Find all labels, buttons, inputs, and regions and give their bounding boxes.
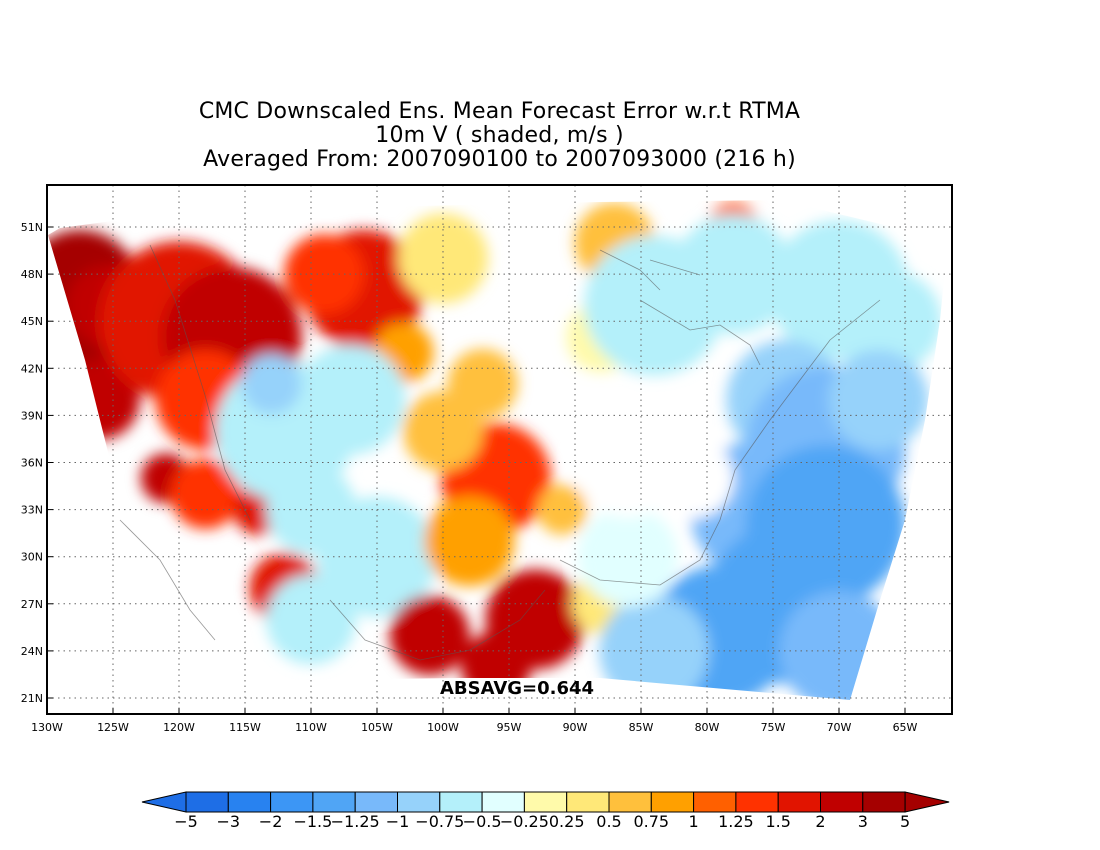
field-patch [398, 213, 488, 304]
colorbar-label: 5 [900, 812, 910, 831]
coastline [149, 244, 251, 521]
title-line-2: 10m V ( shaded, m/s ) [375, 123, 624, 148]
field-patch [653, 438, 734, 519]
colorbar-label: −0.25 [500, 812, 549, 831]
colorbar-swatch [608, 791, 652, 813]
lon-tick-label: 80W [695, 721, 720, 734]
field-patch [841, 271, 942, 372]
lat-tick-label: 21N [21, 692, 43, 705]
colorbar-swatch [650, 791, 695, 813]
field-patch [389, 595, 470, 676]
colorbar-swatch [735, 791, 779, 813]
map-title: CMC Downscaled Ens. Mean Forecast Error … [47, 100, 952, 172]
absavg-annotation: ABSAVG=0.644 [440, 678, 594, 699]
colorbar-swatch [270, 791, 314, 813]
gridlines [47, 185, 952, 714]
lat-tick-label: 27N [21, 598, 43, 611]
colorbar-right-arrow [904, 791, 950, 813]
latitude-axis: 51N 48N 45N 42N 39N 36N 33N 30N 27N 24N 21N [21, 221, 53, 705]
lon-tick-label: 105W [361, 721, 393, 734]
colorbar-label: −0.5 [463, 812, 502, 831]
field-patch [403, 391, 483, 472]
colorbar: −5 −3 −2 −1.5−1.25 −1 −0.75−0.5−0.25 0.25 0.5 0.… [141, 791, 950, 831]
colorbar-label: −1.5 [293, 812, 332, 831]
lon-tick-label: 130W [31, 721, 63, 734]
lon-tick-label: 85W [629, 721, 654, 734]
map-frame [46, 184, 953, 715]
title-line-1: CMC Downscaled Ens. Mean Forecast Error … [198, 99, 801, 124]
colorbar-swatch [397, 791, 441, 813]
colorbar-label: 1 [689, 812, 699, 831]
colorbar-label: 0.5 [596, 812, 621, 831]
longitude-axis: 130W 125W 120W 115W 110W 105W 100W 95W 90W 85W 80W… [31, 708, 918, 734]
coastline [329, 589, 546, 661]
field-patch [241, 354, 302, 414]
title-line-3: Averaged From: 2007090100 to 2007093000 … [203, 147, 796, 172]
colorbar-label: −0.75 [415, 812, 464, 831]
field-patch [284, 234, 365, 315]
coastline [639, 299, 761, 366]
colorbar-label: 0.75 [633, 812, 669, 831]
lat-tick-label: 33N [21, 504, 43, 517]
lat-tick-label: 45N [21, 315, 43, 328]
lon-tick-label: 125W [97, 721, 129, 734]
lat-tick-label: 51N [21, 221, 43, 234]
lon-tick-label: 110W [295, 721, 327, 734]
field-patch [828, 349, 929, 450]
field-patch [673, 214, 794, 335]
lat-tick-label: 39N [21, 409, 43, 422]
colorbar-swatch [862, 791, 906, 813]
lon-tick-label: 115W [229, 721, 261, 734]
colorbar-label: 2 [815, 812, 825, 831]
colorbar-swatch [354, 791, 399, 813]
colorbar-label: 3 [858, 812, 868, 831]
lon-tick-label: 90W [563, 721, 588, 734]
lat-tick-label: 24N [21, 645, 43, 658]
lon-tick-label: 100W [427, 721, 459, 734]
coastline [559, 299, 881, 586]
coastline [119, 519, 216, 641]
field-patch [170, 458, 241, 529]
colorbar-swatch [820, 791, 864, 813]
lon-tick-label: 95W [497, 721, 522, 734]
colorbar-label: −1.25 [331, 812, 380, 831]
colorbar-swatch [566, 791, 610, 813]
field-patch [295, 344, 406, 455]
field-patch [599, 595, 710, 700]
colorbar-label: 0.25 [549, 812, 585, 831]
colorbar-swatch [693, 791, 737, 813]
lon-tick-label: 70W [827, 721, 852, 734]
lat-tick-label: 48N [21, 268, 43, 281]
colorbar-left-arrow [141, 791, 187, 813]
field-patch [424, 496, 515, 586]
lat-tick-label: 42N [21, 362, 43, 375]
colorbar-swatch [185, 791, 229, 813]
field-patch [536, 484, 587, 535]
field-patch [572, 407, 683, 518]
map-field [47, 185, 952, 714]
colorbar-swatch [312, 791, 356, 813]
colorbar-label: 1.25 [718, 812, 754, 831]
coastline [649, 259, 701, 276]
coastline-lines [119, 244, 881, 661]
lon-tick-label: 120W [163, 721, 195, 734]
coastline [599, 249, 661, 291]
colorbar-swatch [439, 791, 483, 813]
colorbar-swatch [227, 791, 272, 813]
colorbar-label: 1.5 [765, 812, 790, 831]
colorbar-label: −2 [259, 812, 283, 831]
colorbar-label: −1 [386, 812, 410, 831]
lat-tick-label: 30N [21, 551, 43, 564]
colorbar-swatch [523, 791, 568, 813]
field-patch [577, 506, 678, 607]
lon-tick-label: 65W [893, 721, 918, 734]
colorbar-label: −5 [174, 812, 198, 831]
lat-tick-label: 36N [21, 457, 43, 470]
colorbar-swatch [481, 791, 525, 813]
lon-tick-label: 75W [761, 721, 786, 734]
colorbar-label: −3 [217, 812, 241, 831]
colorbar-swatch [777, 791, 822, 813]
